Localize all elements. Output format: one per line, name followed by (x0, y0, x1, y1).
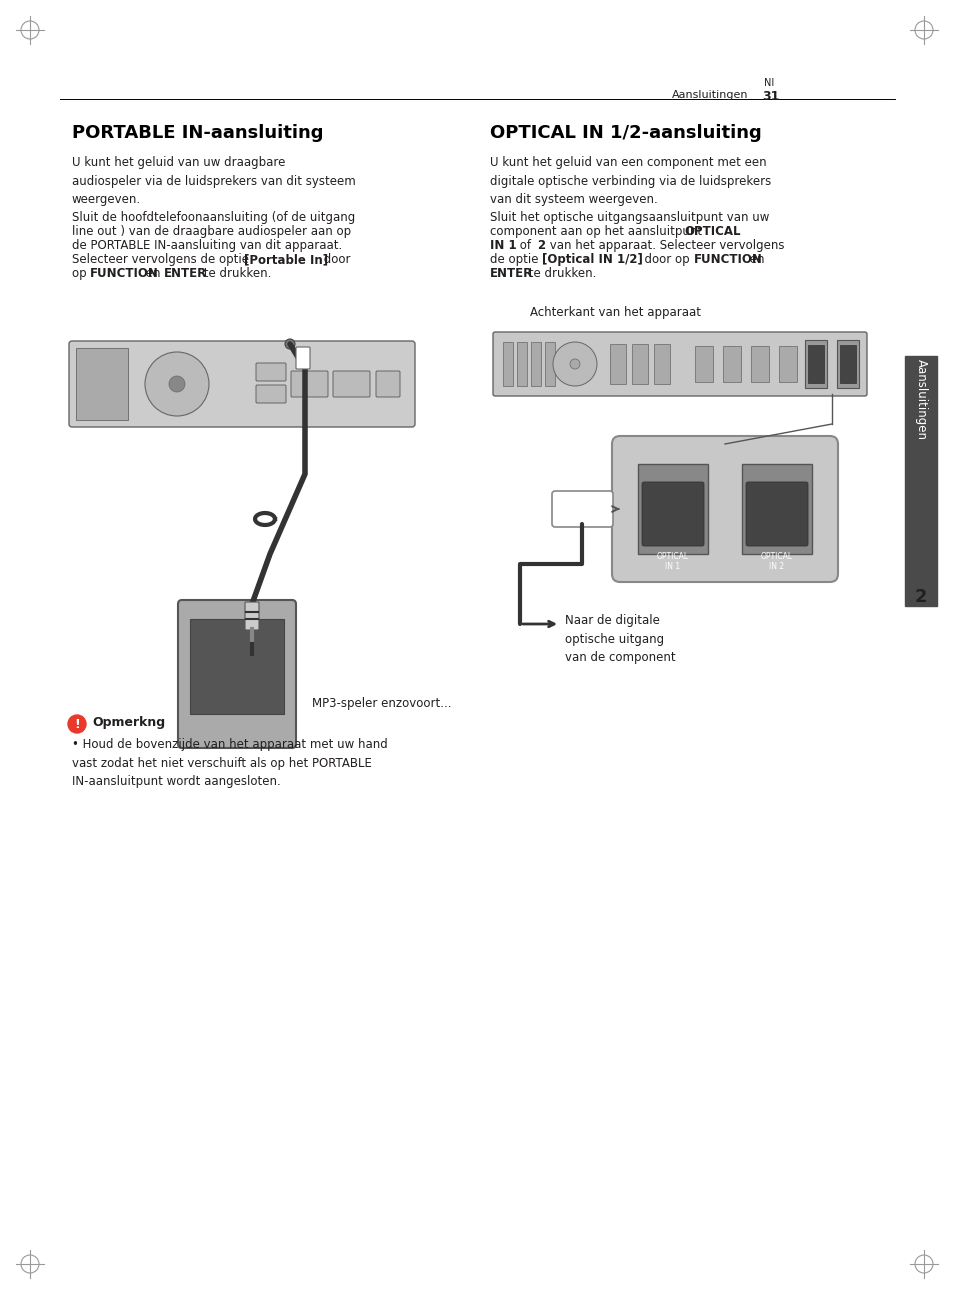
Circle shape (145, 352, 209, 415)
FancyBboxPatch shape (291, 371, 328, 397)
Text: Sluit het optische uitgangsaansluitpunt van uw: Sluit het optische uitgangsaansluitpunt … (490, 211, 768, 224)
Text: 31: 31 (761, 91, 779, 104)
Text: door op: door op (637, 254, 693, 267)
Bar (502, 342, 513, 386)
FancyBboxPatch shape (612, 436, 837, 582)
Text: en: en (745, 254, 763, 267)
Text: U kunt het geluid van een component met een
digitale optische verbinding via de : U kunt het geluid van een component met … (490, 157, 770, 206)
Text: en: en (142, 267, 164, 280)
Bar (631, 344, 647, 384)
Text: Achterkant van het apparaat: Achterkant van het apparaat (530, 305, 700, 320)
Bar (531, 342, 540, 386)
Text: Aansluitingen: Aansluitingen (671, 91, 748, 100)
Text: de PORTABLE IN-aansluiting van dit apparaat.: de PORTABLE IN-aansluiting van dit appar… (71, 239, 342, 252)
Bar (836, 340, 858, 388)
Bar (76, 348, 128, 421)
Bar (904, 356, 936, 606)
Bar (779, 345, 796, 382)
Text: de optie: de optie (490, 254, 541, 267)
FancyBboxPatch shape (493, 333, 866, 396)
Text: op: op (71, 267, 91, 280)
Bar (722, 345, 740, 382)
FancyBboxPatch shape (295, 347, 310, 369)
Text: OPTICAL IN 1/2-aansluiting: OPTICAL IN 1/2-aansluiting (490, 124, 760, 142)
Text: te drukken.: te drukken. (200, 267, 271, 280)
Text: Opmerkng: Opmerkng (91, 716, 165, 729)
Text: line out ) van de draagbare audiospeler aan op: line out ) van de draagbare audiospeler … (71, 225, 351, 238)
Text: • Houd de bovenzijde van het apparaat met uw hand
vast zodat het niet verschuift: • Houd de bovenzijde van het apparaat me… (71, 738, 387, 788)
Circle shape (553, 342, 597, 386)
Text: FUNCTION: FUNCTION (693, 254, 762, 267)
FancyBboxPatch shape (641, 481, 703, 546)
Text: OPTICAL
IN 2: OPTICAL IN 2 (760, 553, 792, 572)
Text: ENTER: ENTER (164, 267, 207, 280)
Circle shape (285, 339, 294, 349)
Text: MP3-speler enzovoort...: MP3-speler enzovoort... (312, 697, 451, 710)
Bar (741, 465, 811, 554)
Text: door: door (319, 254, 350, 267)
Text: Naar de digitale
optische uitgang
van de component: Naar de digitale optische uitgang van de… (564, 613, 675, 664)
FancyBboxPatch shape (178, 600, 295, 748)
Bar (517, 342, 526, 386)
FancyBboxPatch shape (745, 481, 807, 546)
Bar (638, 465, 707, 554)
Bar (544, 342, 555, 386)
Text: PORTABLE IN-aansluiting: PORTABLE IN-aansluiting (71, 124, 323, 142)
Text: !: ! (74, 717, 80, 731)
Bar (807, 345, 823, 383)
FancyBboxPatch shape (69, 342, 415, 427)
Bar (695, 345, 712, 382)
Bar (840, 345, 855, 383)
Text: ENTER: ENTER (490, 267, 533, 280)
Text: U kunt het geluid van uw draagbare
audiospeler via de luidsprekers van dit syste: U kunt het geluid van uw draagbare audio… (71, 157, 355, 206)
Bar (190, 619, 284, 714)
FancyBboxPatch shape (245, 602, 258, 630)
Text: FUNCTION: FUNCTION (90, 267, 159, 280)
Circle shape (569, 358, 579, 369)
Text: te drukken.: te drukken. (524, 267, 596, 280)
Text: van het apparaat. Selecteer vervolgens: van het apparaat. Selecteer vervolgens (545, 239, 783, 252)
FancyBboxPatch shape (375, 371, 399, 397)
Text: Sluit de hoofdtelefoonaansluiting (of de uitgang: Sluit de hoofdtelefoonaansluiting (of de… (71, 211, 355, 224)
Text: [Portable In]: [Portable In] (244, 254, 328, 267)
FancyBboxPatch shape (552, 490, 613, 527)
Text: NI: NI (763, 78, 774, 88)
Bar (609, 344, 625, 384)
Text: OPTICAL
IN 1: OPTICAL IN 1 (657, 553, 688, 572)
Text: of: of (516, 239, 535, 252)
Text: Aansluitingen: Aansluitingen (914, 358, 926, 440)
FancyBboxPatch shape (255, 386, 286, 402)
FancyBboxPatch shape (255, 364, 286, 380)
Circle shape (68, 716, 86, 732)
Text: IN 1: IN 1 (490, 239, 517, 252)
Text: Selecteer vervolgens de optie: Selecteer vervolgens de optie (71, 254, 253, 267)
Text: 2: 2 (914, 587, 926, 606)
Text: [Optical IN 1/2]: [Optical IN 1/2] (541, 254, 642, 267)
Circle shape (169, 377, 185, 392)
Text: component aan op het aansluitpunt: component aan op het aansluitpunt (490, 225, 705, 238)
Bar (654, 344, 669, 384)
Text: OPTICAL: OPTICAL (683, 225, 740, 238)
Bar (750, 345, 768, 382)
Bar (804, 340, 826, 388)
Text: 2: 2 (537, 239, 544, 252)
FancyBboxPatch shape (333, 371, 370, 397)
